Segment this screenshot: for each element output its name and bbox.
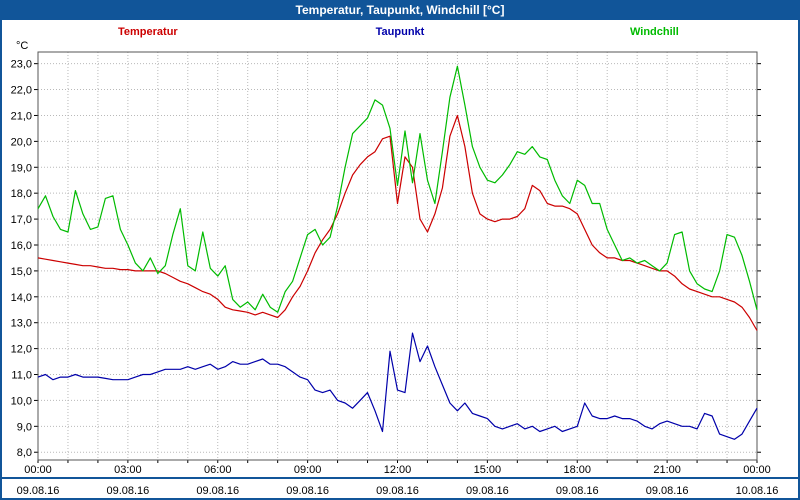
x-tick-date-label: 09.08.16 (466, 485, 509, 497)
y-tick-label: 23,0 (11, 59, 32, 71)
x-tick-time-label: 00:00 (743, 464, 771, 476)
x-tick-time-label: 09:00 (294, 464, 322, 476)
legend-label-windchill: Windchill (630, 26, 679, 38)
y-tick-label: 13,0 (11, 318, 32, 330)
x-tick-date-label: 09.08.16 (556, 485, 599, 497)
y-tick-label: 22,0 (11, 85, 32, 97)
date-separator-line (0, 477, 800, 479)
y-tick-label: 16,0 (11, 240, 32, 252)
title-bar: Temperatur, Taupunkt, Windchill [°C] (0, 0, 800, 20)
x-tick-date-label: 10.08.16 (736, 485, 779, 497)
x-tick-date-label: 09.08.16 (646, 485, 689, 497)
y-tick-label: 17,0 (11, 214, 32, 226)
y-tick-label: 15,0 (11, 266, 32, 278)
x-tick-time-label: 18:00 (563, 464, 591, 476)
y-tick-label: 21,0 (11, 110, 32, 122)
x-tick-date-label: 09.08.16 (106, 485, 149, 497)
x-tick-time-label: 03:00 (114, 464, 142, 476)
x-tick-time-label: 00:00 (24, 464, 52, 476)
series-line-taupunkt (37, 332, 758, 440)
y-tick-label: 14,0 (11, 292, 32, 304)
series-line-windchill (37, 65, 758, 313)
page-title: Temperatur, Taupunkt, Windchill [°C] (295, 3, 505, 17)
legend-label-temperatur: Temperatur (118, 26, 178, 38)
x-tick-time-label: 12:00 (384, 464, 412, 476)
y-tick-label: 11,0 (11, 370, 32, 382)
legend-label-taupunkt: Taupunkt (375, 26, 425, 38)
x-tick-date-label: 09.08.16 (196, 485, 239, 497)
x-tick-time-label: 21:00 (653, 464, 681, 476)
y-tick-label: 20,0 (11, 136, 32, 148)
y-tick-label: 19,0 (11, 162, 32, 174)
x-tick-time-label: 15:00 (474, 464, 502, 476)
plot-border (37, 51, 758, 461)
y-tick-label: 10,0 (11, 395, 32, 407)
y-axis-unit-label: °C (16, 40, 29, 52)
x-tick-date-label: 09.08.16 (286, 485, 329, 497)
y-tick-label: 18,0 (11, 188, 32, 200)
x-tick-date-label: 09.08.16 (376, 485, 419, 497)
x-tick-time-label: 06:00 (204, 464, 232, 476)
x-tick-date-label: 09.08.16 (17, 485, 60, 497)
y-tick-label: 9,0 (17, 421, 32, 433)
y-tick-label: 12,0 (11, 344, 32, 356)
y-tick-label: 8,0 (17, 447, 32, 459)
